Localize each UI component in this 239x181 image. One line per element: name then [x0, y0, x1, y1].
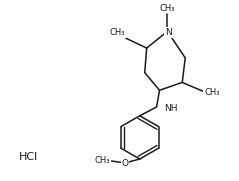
Text: NH: NH — [164, 104, 178, 113]
Text: N: N — [165, 28, 172, 37]
Text: CH₃: CH₃ — [204, 88, 219, 97]
Text: O: O — [121, 159, 128, 168]
Text: CH₃: CH₃ — [160, 4, 175, 13]
Text: CH₃: CH₃ — [109, 28, 125, 37]
Text: CH₃: CH₃ — [95, 156, 110, 165]
Text: HCl: HCl — [19, 152, 38, 162]
